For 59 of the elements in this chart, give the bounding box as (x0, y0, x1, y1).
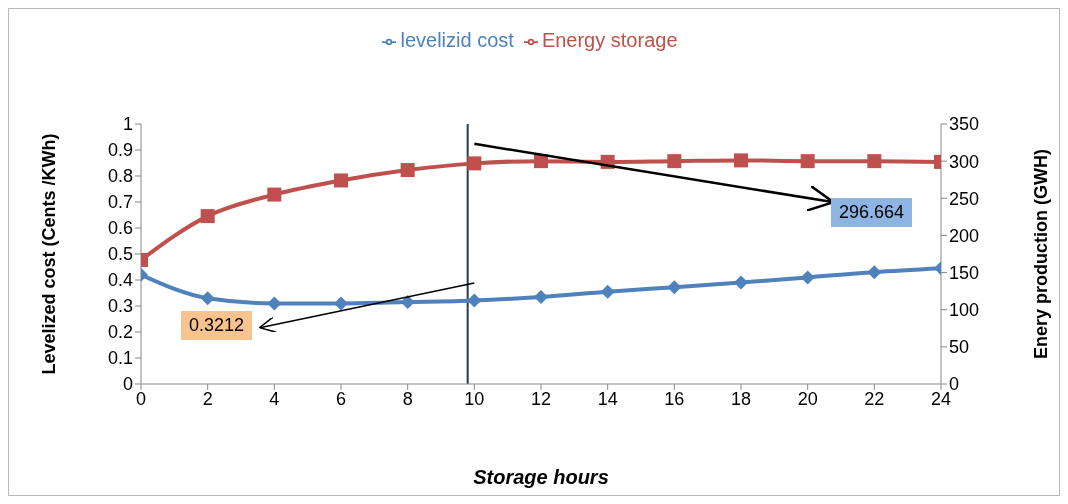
point (600, 284, 615, 299)
point (200, 291, 215, 306)
legend-label: levelizid cost (400, 29, 514, 51)
y-tick-label: 0 (122, 374, 133, 395)
x-tick-label: 2 (202, 388, 213, 409)
x-tick-label: 16 (664, 388, 685, 409)
y-tick-label: 1 (122, 114, 133, 135)
x-tick-label: 12 (530, 388, 552, 409)
y2-tick-label: 350 (949, 114, 980, 135)
point (267, 187, 282, 202)
y-tick-label: 0.6 (107, 218, 133, 239)
point (734, 153, 748, 168)
annotation: 0.3212 (181, 311, 253, 341)
point (867, 265, 882, 280)
x-tick-label: 18 (730, 388, 752, 409)
point (467, 156, 482, 171)
point (400, 163, 415, 178)
y-tick-label: 0.9 (107, 140, 133, 161)
point (467, 293, 482, 308)
point (200, 209, 215, 224)
point (334, 173, 348, 188)
y-tick-label: 0.5 (107, 244, 133, 265)
y2-tick-label: 250 (949, 188, 980, 209)
y-axis-title: Levelized cost (Cents /KWh) (39, 133, 60, 375)
point (867, 154, 882, 169)
y2-tick-label: 100 (949, 300, 980, 321)
x-axis-title: Storage hours (473, 466, 609, 488)
point (267, 296, 282, 311)
y-tick-label: 0.7 (107, 192, 133, 213)
y2-tick-label: 0 (949, 374, 960, 395)
y2-tick-label: 200 (949, 225, 980, 246)
x-tick-label: 24 (930, 388, 952, 409)
legend-label: Energy storage (541, 29, 678, 51)
point (334, 296, 348, 311)
point (667, 280, 682, 295)
y2-tick-label: 50 (949, 337, 970, 358)
x-tick-label: 22 (864, 388, 885, 409)
point (800, 154, 815, 169)
y-tick-label: 0.3 (107, 296, 133, 317)
y-tick-label: 0.1 (107, 348, 133, 369)
y2-tick-label: 150 (949, 262, 980, 283)
x-tick-label: 20 (797, 388, 818, 409)
x-tick-label: 6 (335, 388, 347, 409)
point (800, 270, 815, 285)
point (667, 154, 682, 169)
y-tick-label: 0.4 (107, 270, 133, 291)
y2-axis-title: Enery production (GWH) (1031, 149, 1052, 359)
point (734, 275, 748, 290)
x-tick-label: 8 (402, 388, 413, 409)
annotation: 296.664 (831, 197, 913, 227)
y2-tick-label: 300 (949, 151, 980, 172)
y-tick-label: 0.2 (107, 322, 133, 343)
x-tick-label: 4 (269, 388, 280, 409)
y-tick-label: 0.8 (107, 166, 133, 187)
x-tick-label: 14 (597, 388, 618, 409)
x-tick-label: 0 (135, 388, 147, 409)
point (534, 289, 548, 304)
x-tick-label: 10 (464, 388, 485, 409)
point (400, 295, 415, 310)
